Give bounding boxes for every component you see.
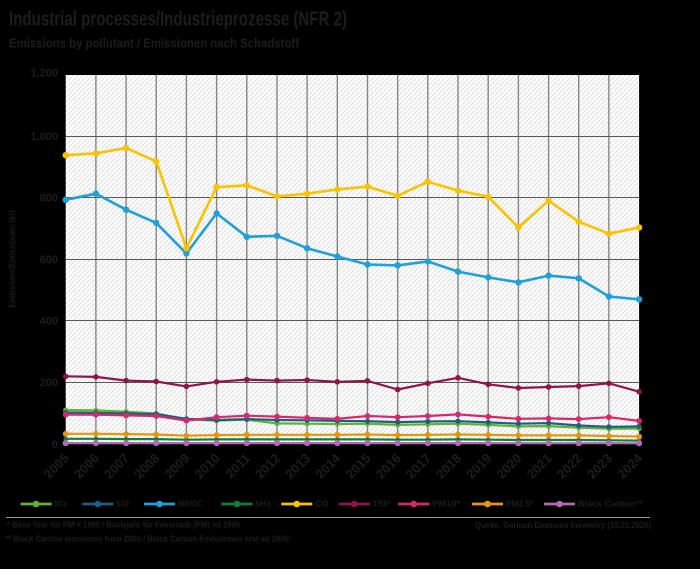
svg-text:TSP: TSP — [373, 500, 390, 509]
svg-text:600: 600 — [40, 254, 58, 266]
svg-text:400: 400 — [40, 316, 58, 328]
svg-text:1,000: 1,000 — [30, 131, 58, 143]
svg-text:800: 800 — [40, 193, 58, 205]
svg-text:SO2: SO2 — [116, 500, 129, 509]
svg-text:NMVOC: NMVOC — [178, 500, 202, 509]
svg-text:NH3: NH3 — [256, 500, 272, 509]
svg-text:1,200: 1,200 — [30, 68, 58, 80]
svg-text:PM2.5*: PM2.5* — [506, 500, 534, 509]
svg-text:Quelle: German Emission Invent: Quelle: German Emission Inventory (15.01… — [475, 520, 651, 530]
svg-text:PM10*: PM10* — [432, 500, 461, 509]
svg-text:Emissions by pollutant / Emiss: Emissions by pollutant / Emissionen nach… — [9, 36, 300, 51]
svg-text:200: 200 — [40, 377, 58, 389]
svg-text:Industrial processes/Industrie: Industrial processes/Industrieprozesse (… — [9, 9, 347, 31]
svg-text:Black Carbon**: Black Carbon** — [578, 500, 644, 509]
svg-text:Emissions/Emissionen (kt): Emissions/Emissionen (kt) — [7, 210, 17, 307]
svg-text:CO: CO — [315, 500, 328, 509]
svg-text:0: 0 — [52, 439, 58, 451]
svg-text:** Black Carbon emissions fro: ** Black Carbon emissions from 2000 / Bl… — [5, 535, 290, 544]
svg-text:NOx: NOx — [55, 500, 68, 509]
svg-text:* Base Year for PM = 1995 / Ba: * Base Year for PM = 1995 / Basisjahr fü… — [7, 521, 241, 530]
